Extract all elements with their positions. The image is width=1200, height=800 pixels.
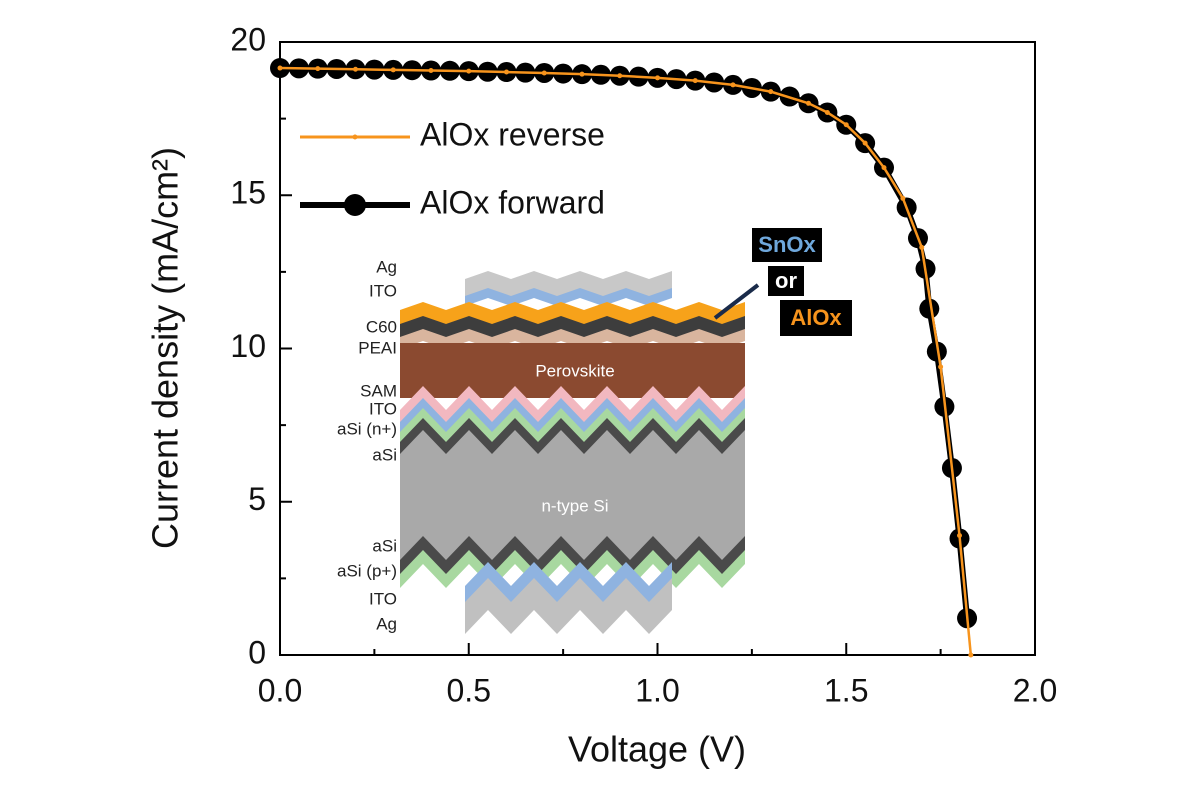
data-point (466, 68, 472, 74)
data-point (730, 82, 736, 88)
y-tick-label: 5 (248, 481, 266, 517)
data-point (806, 100, 811, 106)
data-point (504, 69, 509, 75)
data-point (957, 532, 962, 538)
data-point (926, 341, 947, 362)
inset-label: ITO (369, 281, 397, 300)
y-tick-label: 0 (248, 634, 266, 670)
inset-label: SAM (360, 381, 397, 400)
inset-label: aSi (n+) (337, 419, 397, 438)
data-point (353, 66, 358, 72)
x-tick-label: 0.0 (258, 672, 302, 708)
data-point (938, 364, 944, 370)
data-point (579, 71, 585, 77)
inset-layer (400, 386, 745, 424)
callout-text: SnOx (758, 232, 816, 257)
inset-label: Ag (376, 614, 397, 633)
inset-layer (400, 418, 745, 456)
inset-layer (400, 316, 745, 338)
inset-label: aSi (372, 536, 397, 555)
data-point (919, 298, 940, 319)
y-tick-label: 15 (230, 175, 266, 211)
inset-label: ITO (369, 399, 397, 418)
data-point (617, 73, 623, 79)
inset-label: aSi (372, 445, 397, 464)
data-point (390, 67, 396, 73)
inset-label: PEAI (358, 338, 397, 357)
legend-label: AlOx reverse (420, 116, 605, 152)
data-point (881, 165, 887, 171)
x-tick-label: 2.0 (1013, 672, 1057, 708)
x-axis-label: Voltage (V) (568, 729, 746, 770)
x-tick-label: 1.5 (824, 672, 868, 708)
legend-marker (344, 194, 366, 216)
callout-box (780, 300, 852, 336)
data-point (919, 244, 925, 250)
inset-layer (465, 288, 672, 306)
y-tick-label: 10 (230, 328, 266, 364)
series-line (279, 66, 973, 656)
data-point (843, 122, 849, 128)
data-point (655, 75, 660, 81)
data-point (862, 140, 868, 146)
legend-label: AlOx forward (420, 184, 605, 220)
y-axis-label: Current density (mA/cm²) (145, 147, 186, 549)
inset-layer (465, 562, 672, 604)
inset-label: Ag (376, 257, 397, 276)
callout-box (752, 228, 822, 262)
x-tick-label: 1.0 (635, 672, 679, 708)
inset-layer (400, 398, 745, 434)
data-point (428, 68, 434, 74)
data-point (692, 78, 698, 84)
y-tick-label: 20 (230, 21, 266, 57)
callout-arrow (713, 283, 760, 320)
inset-layer (465, 578, 672, 634)
data-point (968, 652, 974, 658)
layer-label: Perovskite (535, 361, 614, 380)
data-point (315, 66, 321, 72)
layer-label: n-type Si (541, 496, 608, 515)
inset-layer (400, 430, 745, 564)
legend-marker (352, 134, 358, 140)
data-point (824, 109, 830, 115)
callout-text: or (775, 268, 797, 293)
inset-label: aSi (p+) (337, 561, 397, 580)
data-point (277, 65, 283, 71)
plot-area: 0.0 0.5 1.0 1.5 2.0 0 5 10 15 20 AlOx reverse AlOx … (230, 21, 1057, 708)
callout-box (768, 266, 804, 296)
data-point (768, 89, 774, 95)
data-point (900, 195, 906, 201)
inset-layer (400, 408, 745, 444)
x-tick-label: 0.5 (447, 672, 491, 708)
inset-layer (400, 343, 745, 398)
data-point (541, 70, 547, 76)
inset-label: ITO (369, 589, 397, 608)
inset-label: C60 (366, 317, 397, 336)
callout-text: AlOx (790, 305, 842, 330)
